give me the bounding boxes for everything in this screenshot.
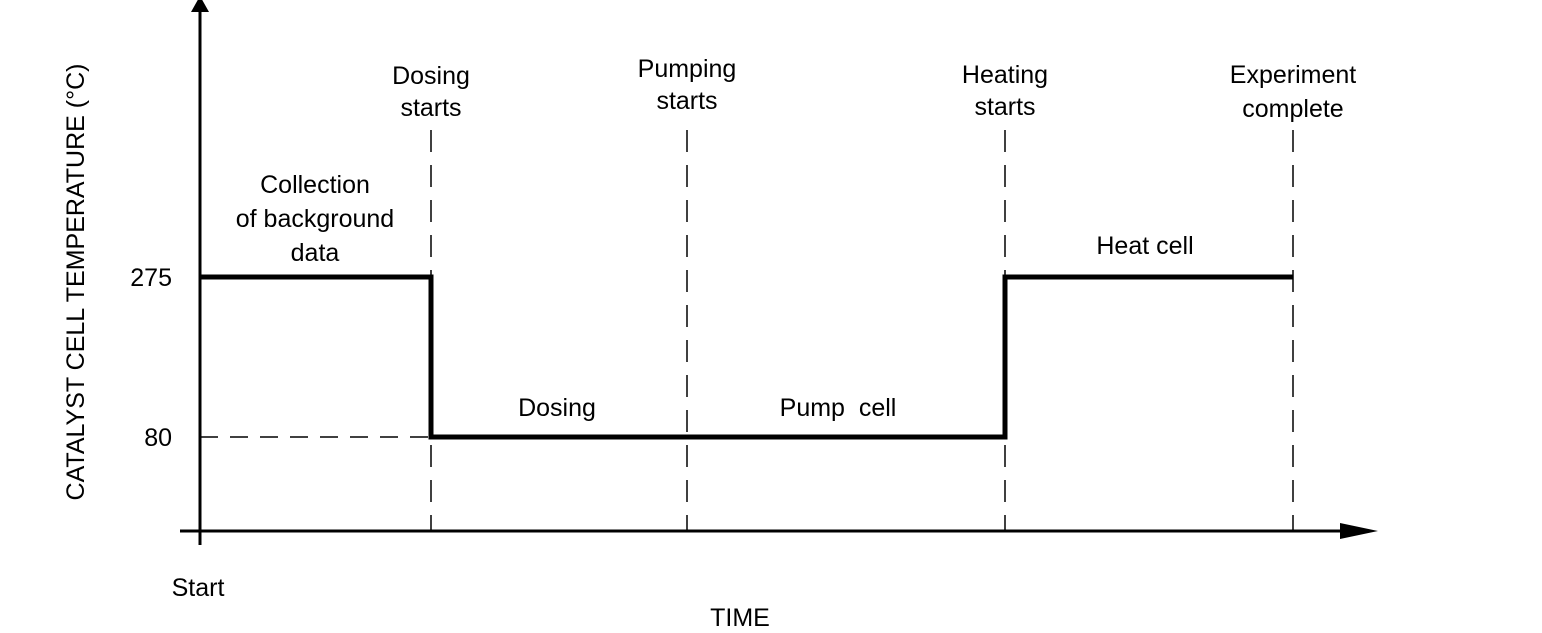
x-start-label: Start	[172, 574, 225, 602]
phase-label: Collection	[260, 171, 370, 199]
event-label: Pumping	[638, 55, 737, 83]
event-label: starts	[400, 94, 461, 122]
event-label: Experiment	[1230, 61, 1356, 89]
event-label: Heating	[962, 61, 1048, 89]
phase-label: of background	[236, 205, 394, 233]
event-label: Dosing	[392, 62, 470, 90]
event-label: starts	[656, 87, 717, 115]
phase-label: Heat cell	[1096, 232, 1193, 260]
phase-label: Pump cell	[780, 394, 897, 422]
phase-label: Dosing	[518, 394, 596, 422]
y-axis-label: CATALYST CELL TEMPERATURE (°C)	[62, 64, 90, 501]
y-tick-label: 275	[130, 264, 172, 292]
y-axis-arrow-icon	[191, 0, 209, 12]
y-tick-label: 80	[144, 424, 172, 452]
phase-label: data	[291, 239, 340, 267]
temperature-step-line	[200, 274, 1293, 440]
x-axis-arrow-icon	[1340, 523, 1378, 539]
event-label: complete	[1242, 95, 1343, 123]
event-label: starts	[974, 93, 1035, 121]
x-axis-label: TIME	[710, 604, 770, 632]
